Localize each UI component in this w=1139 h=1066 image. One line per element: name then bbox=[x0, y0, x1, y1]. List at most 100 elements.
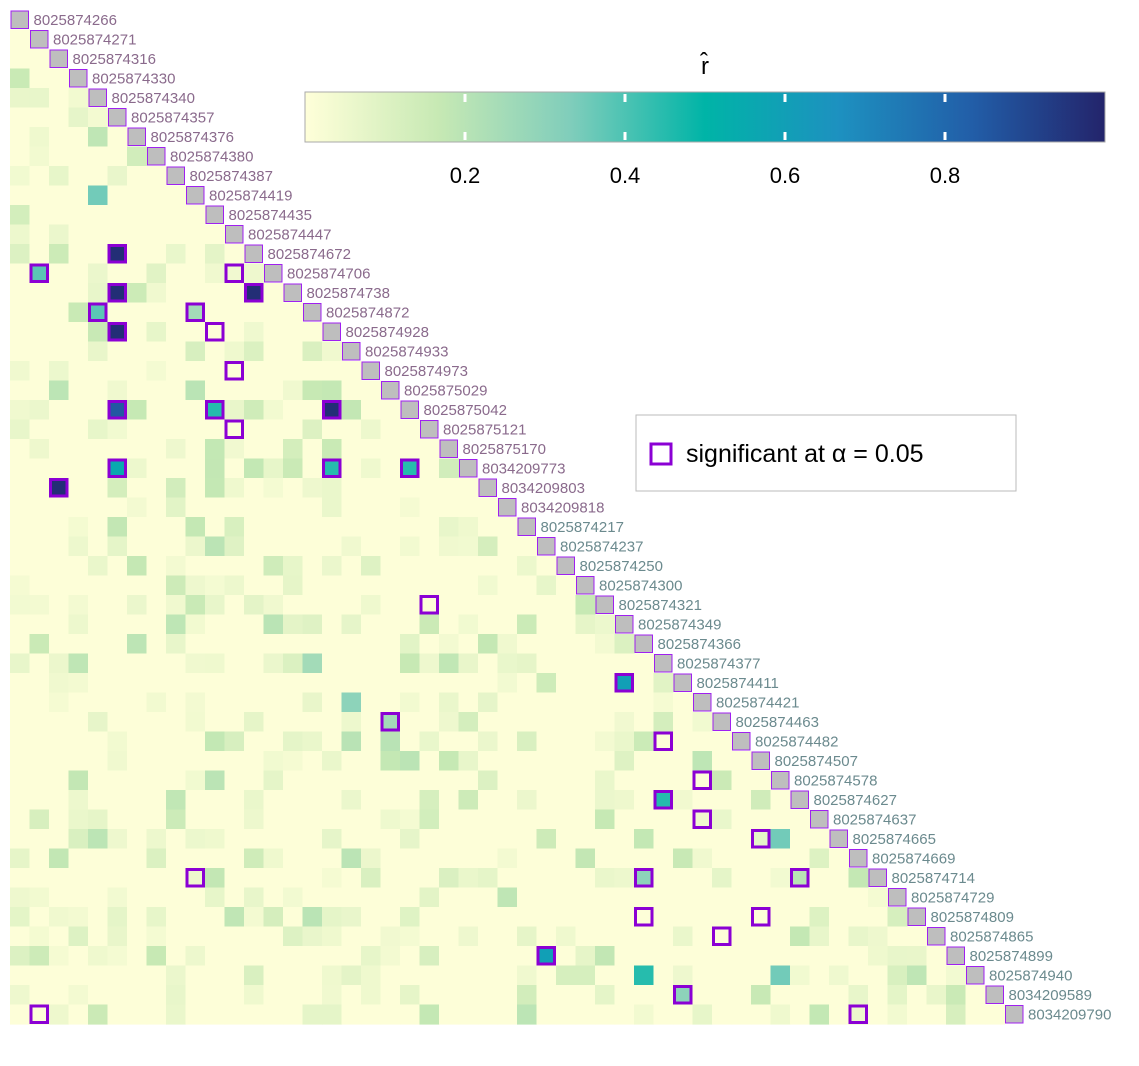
heatmap-cell bbox=[166, 439, 187, 460]
heatmap-cell bbox=[127, 419, 148, 440]
heatmap-cell bbox=[341, 536, 362, 557]
heatmap-cell bbox=[634, 692, 655, 713]
heatmap-cell bbox=[107, 770, 128, 791]
heatmap-cell bbox=[556, 926, 577, 947]
heatmap-cell bbox=[244, 848, 265, 869]
heatmap-cell bbox=[751, 868, 772, 889]
heatmap-cell bbox=[614, 1004, 635, 1025]
heatmap-cell bbox=[166, 731, 187, 752]
heatmap-cell bbox=[517, 751, 538, 772]
diagonal-cell bbox=[49, 49, 68, 68]
heatmap-cell bbox=[68, 692, 89, 713]
diagonal-cell bbox=[771, 771, 790, 790]
heatmap-cell bbox=[751, 926, 772, 947]
heatmap-cell bbox=[478, 965, 499, 986]
heatmap-cell bbox=[49, 829, 70, 850]
heatmap-cell bbox=[536, 770, 557, 791]
heatmap-cell bbox=[166, 653, 187, 674]
heatmap-cell bbox=[497, 595, 518, 616]
heatmap-cell bbox=[244, 536, 265, 557]
heatmap-cell bbox=[400, 829, 421, 850]
heatmap-cell bbox=[322, 731, 343, 752]
heatmap-cell bbox=[263, 614, 284, 635]
heatmap-cell bbox=[653, 946, 674, 967]
heatmap-cell bbox=[244, 653, 265, 674]
heatmap-cell bbox=[419, 653, 440, 674]
heatmap-cell bbox=[49, 868, 70, 889]
heatmap-cell bbox=[68, 263, 89, 284]
heatmap-cell bbox=[244, 419, 265, 440]
heatmap-cell bbox=[29, 497, 50, 518]
heatmap-cell bbox=[146, 322, 167, 343]
heatmap-cell bbox=[478, 731, 499, 752]
heatmap-cell bbox=[634, 965, 655, 986]
heatmap-cell bbox=[68, 634, 89, 655]
heatmap-cell bbox=[244, 341, 265, 362]
heatmap-cell bbox=[146, 770, 167, 791]
heatmap-cell bbox=[185, 205, 206, 226]
heatmap-cell bbox=[185, 809, 206, 830]
heatmap-cell bbox=[478, 751, 499, 772]
variable-label: 8025874637 bbox=[833, 812, 916, 829]
heatmap-cell bbox=[419, 575, 440, 596]
heatmap-cell bbox=[224, 946, 245, 967]
heatmap-cell bbox=[107, 614, 128, 635]
heatmap-cell bbox=[439, 751, 460, 772]
heatmap-cell bbox=[10, 634, 31, 655]
heatmap-cell bbox=[478, 848, 499, 869]
heatmap-cell bbox=[341, 790, 362, 811]
diagonal-cell bbox=[985, 985, 1004, 1004]
heatmap-cell bbox=[29, 322, 50, 343]
diagonal-cell bbox=[108, 108, 127, 127]
heatmap-cell bbox=[868, 1004, 889, 1025]
heatmap-cell bbox=[49, 790, 70, 811]
heatmap-cell bbox=[244, 361, 265, 382]
heatmap-cell bbox=[673, 790, 694, 811]
heatmap-cell bbox=[185, 419, 206, 440]
significance-marker bbox=[205, 322, 225, 342]
heatmap-cell bbox=[127, 692, 148, 713]
heatmap-cell bbox=[380, 497, 401, 518]
heatmap-cell bbox=[517, 926, 538, 947]
variable-label: 8025874250 bbox=[580, 558, 663, 575]
heatmap-cell bbox=[419, 712, 440, 733]
heatmap-cell bbox=[88, 809, 109, 830]
heatmap-cell bbox=[946, 965, 967, 986]
heatmap-cell bbox=[439, 536, 460, 557]
heatmap-cell bbox=[497, 517, 518, 538]
heatmap-cell bbox=[10, 49, 31, 70]
heatmap-cell bbox=[127, 478, 148, 499]
heatmap-cell bbox=[380, 848, 401, 869]
heatmap-cell bbox=[166, 341, 187, 362]
heatmap-cell bbox=[68, 322, 89, 343]
heatmap-cell bbox=[361, 692, 382, 713]
heatmap-cell bbox=[185, 653, 206, 674]
heatmap-cell bbox=[10, 907, 31, 928]
variable-label: 8025875042 bbox=[424, 402, 507, 419]
heatmap-cell bbox=[380, 400, 401, 421]
heatmap-cell bbox=[341, 887, 362, 908]
heatmap-cell bbox=[127, 673, 148, 694]
heatmap-cell bbox=[887, 1004, 908, 1025]
heatmap-cell bbox=[244, 322, 265, 343]
heatmap-cell bbox=[185, 907, 206, 928]
heatmap-cell bbox=[166, 224, 187, 245]
heatmap-cell bbox=[224, 341, 245, 362]
heatmap-cell bbox=[653, 887, 674, 908]
heatmap-cell bbox=[185, 790, 206, 811]
variable-label: 8025874933 bbox=[365, 344, 448, 361]
heatmap-cell bbox=[49, 965, 70, 986]
heatmap-cell bbox=[653, 731, 674, 752]
heatmap-cell bbox=[263, 302, 284, 323]
colorbar-tick-label: 0.4 bbox=[610, 163, 641, 188]
heatmap-cell bbox=[283, 575, 304, 596]
heatmap-cell bbox=[614, 653, 635, 674]
heatmap-cell bbox=[185, 946, 206, 967]
heatmap-cell bbox=[478, 536, 499, 557]
heatmap-cell bbox=[68, 380, 89, 401]
heatmap-cell bbox=[68, 556, 89, 577]
heatmap-cell bbox=[575, 692, 596, 713]
heatmap-cell bbox=[322, 634, 343, 655]
heatmap-cell bbox=[809, 946, 830, 967]
heatmap-cell bbox=[575, 907, 596, 928]
